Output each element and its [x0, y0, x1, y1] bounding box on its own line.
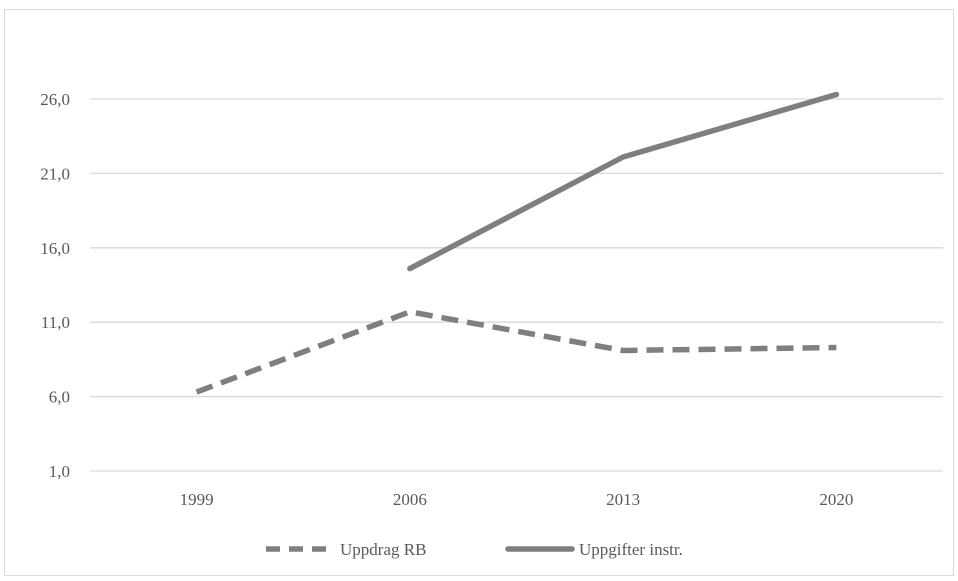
y-tick-label: 21,0 — [40, 164, 70, 183]
x-tick-label: 2013 — [606, 490, 640, 509]
x-tick-label: 2020 — [819, 490, 853, 509]
y-tick-label: 1,0 — [49, 462, 70, 481]
x-axis-tick-labels: 1999 2006 2013 2020 — [180, 490, 854, 509]
chart-area — [4, 9, 954, 576]
gridlines — [90, 98, 943, 472]
y-tick-label: 11,0 — [41, 313, 70, 332]
legend-label-uppgifter-instr: Uppgifter instr. — [579, 540, 683, 559]
series-lines — [195, 91, 840, 395]
series-line-uppgifter-instr — [407, 91, 840, 272]
legend-label-uppdrag-rb: Uppdrag RB — [340, 540, 426, 559]
y-tick-label: 26,0 — [40, 90, 70, 109]
x-tick-label: 2006 — [393, 490, 427, 509]
y-axis-tick-labels: 1,0 6,0 11,0 16,0 21,0 26,0 — [40, 90, 70, 481]
y-tick-label: 16,0 — [40, 239, 70, 258]
x-tick-label: 1999 — [180, 490, 214, 509]
legend: Uppdrag RB Uppgifter instr. — [266, 540, 683, 559]
series-line-uppdrag-rb — [195, 309, 837, 395]
y-tick-label: 6,0 — [49, 388, 70, 407]
